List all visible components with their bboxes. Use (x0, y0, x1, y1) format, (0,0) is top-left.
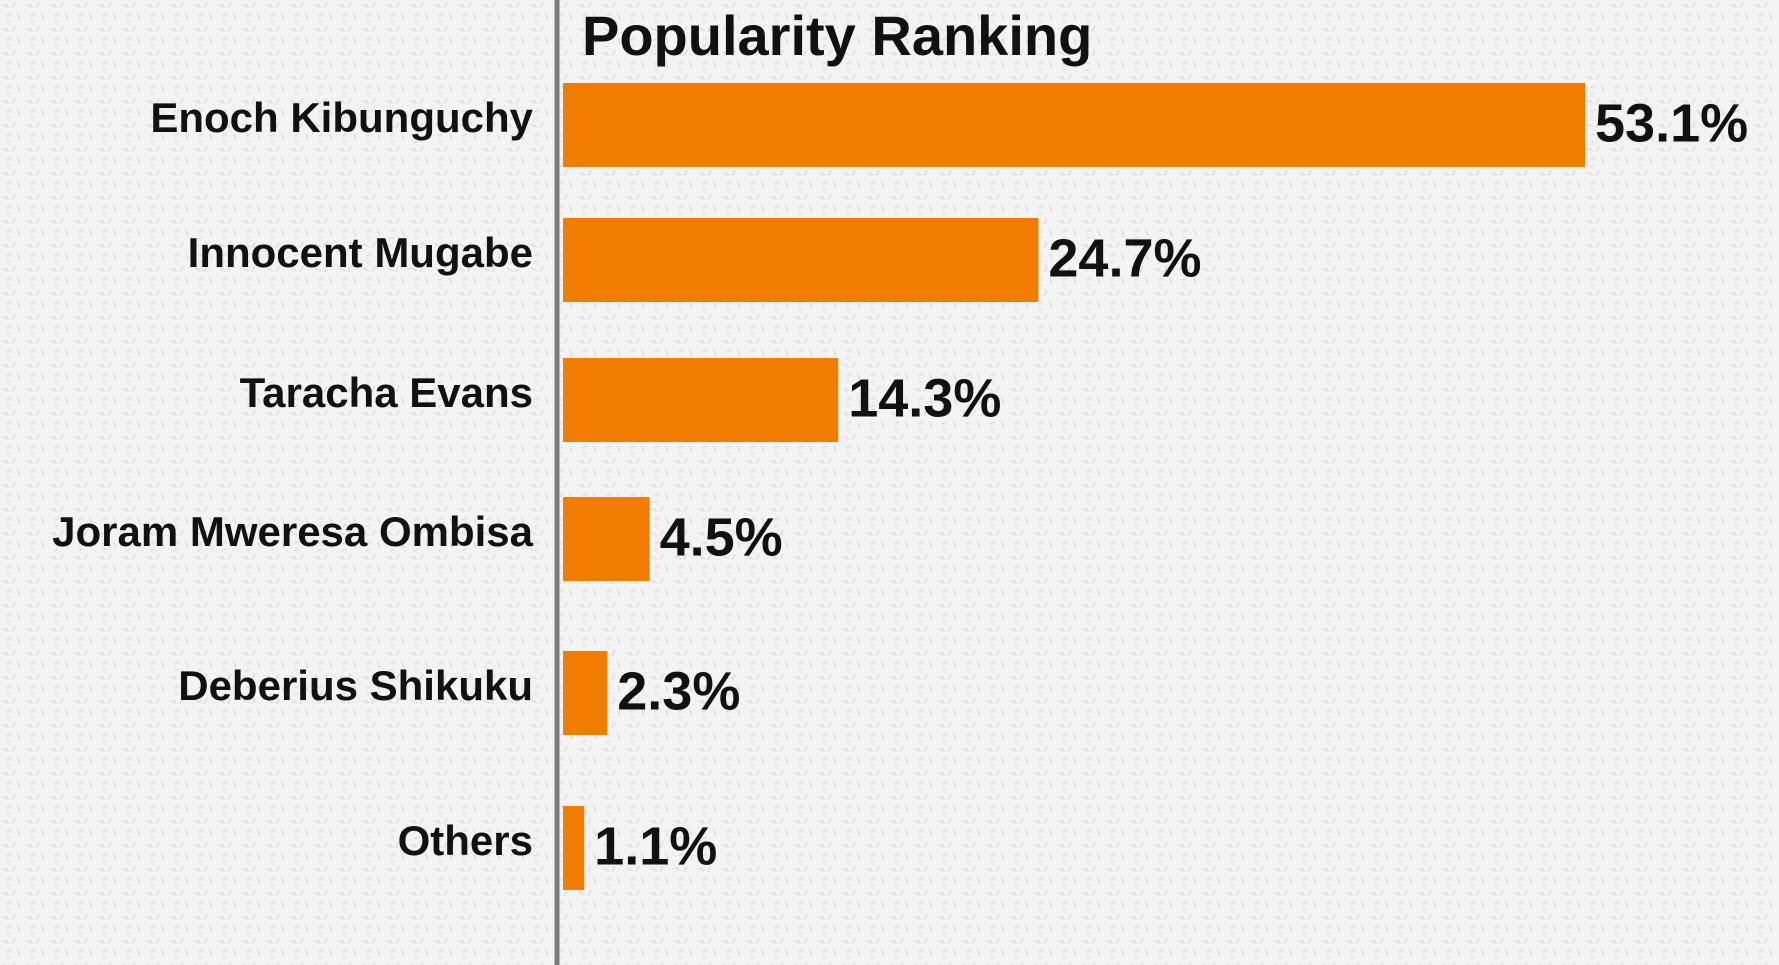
value-label: 24.7% (1048, 228, 1201, 288)
value-label: 1.1% (594, 816, 717, 876)
category-label: Others (398, 817, 533, 864)
category-label: Enoch Kibunguchy (150, 94, 533, 141)
value-label: 53.1% (1595, 93, 1748, 153)
category-label: Taracha Evans (240, 369, 533, 416)
bar (563, 497, 650, 581)
bar (563, 651, 608, 735)
chart-title: Popularity Ranking (582, 4, 1092, 67)
value-label: 4.5% (660, 507, 783, 567)
bar (563, 218, 1039, 302)
value-label: 14.3% (848, 368, 1001, 428)
bar (563, 358, 839, 442)
value-label: 2.3% (617, 661, 740, 721)
category-label: Joram Mweresa Ombisa (52, 508, 534, 555)
bar (563, 83, 1585, 167)
category-label: Innocent Mugabe (188, 229, 533, 276)
category-label: Deberius Shikuku (178, 662, 533, 709)
bar (563, 806, 585, 890)
